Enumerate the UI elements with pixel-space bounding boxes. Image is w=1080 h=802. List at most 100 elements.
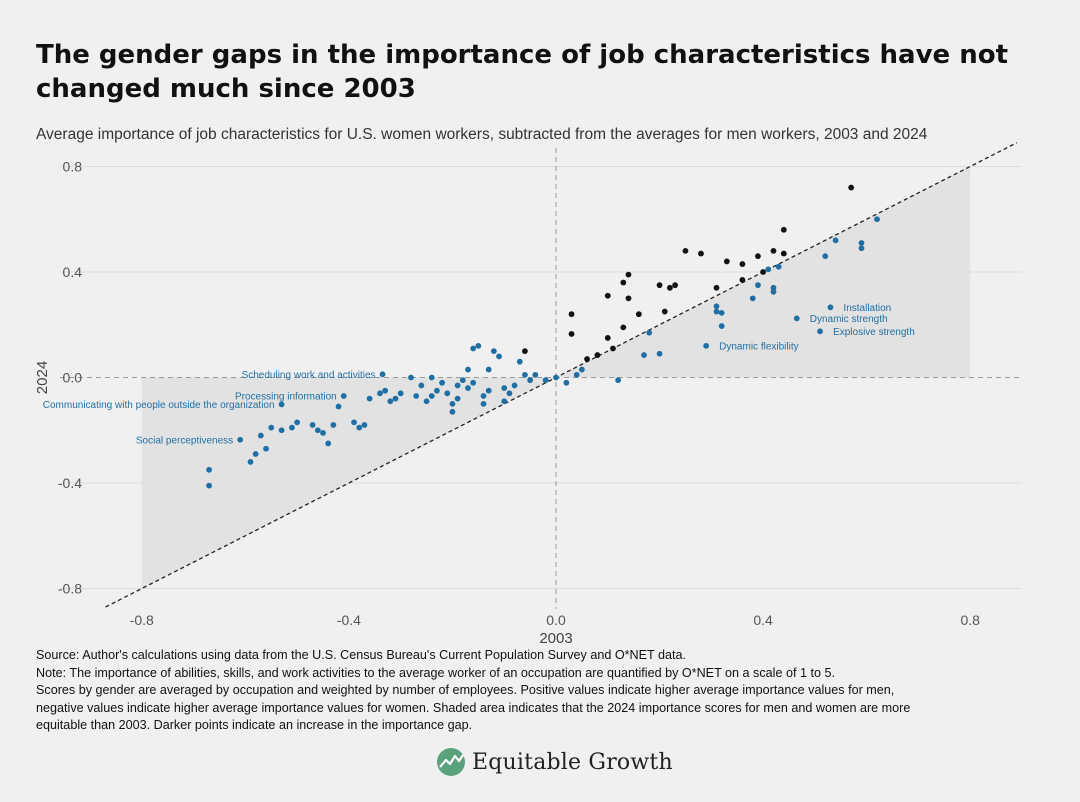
- equitable-growth-logo-icon: [437, 748, 465, 776]
- blue-point: [252, 451, 259, 457]
- annotation-label: Scheduling work and activities: [242, 370, 376, 381]
- blue-point: [309, 422, 316, 428]
- blue-point: [206, 482, 212, 489]
- y-tick-label: 0.8: [63, 158, 83, 174]
- blue-point: [501, 385, 508, 391]
- blue-point: [366, 395, 373, 402]
- blue-point: [278, 427, 285, 434]
- blue-point: [247, 459, 254, 465]
- y-tick-label: 0.4: [63, 264, 83, 280]
- blue-point: [423, 398, 430, 405]
- blue-point: [459, 377, 466, 384]
- chart-subtitle: Average importance of job characteristic…: [36, 126, 928, 143]
- brand-name: Equitable Growth: [472, 749, 673, 775]
- blue-point: [397, 390, 404, 397]
- dark-point: [698, 250, 704, 257]
- blue-point: [516, 358, 523, 365]
- dark-point: [568, 331, 575, 337]
- blue-point: [822, 253, 829, 260]
- blue-point: [775, 263, 782, 270]
- blue-point: [858, 240, 865, 246]
- blue-point: [817, 328, 823, 335]
- blue-point: [465, 385, 471, 391]
- annotation-label: Dynamic flexibility: [719, 341, 798, 352]
- axis-ticks: -0.8 -0.4 0.0 0.4 0.8 -0.8 -0.4 0.0 0.4 0.8: [58, 158, 980, 628]
- dark-point: [625, 295, 632, 302]
- blue-point: [314, 427, 321, 434]
- blue-point: [289, 424, 295, 431]
- dark-point: [604, 292, 611, 299]
- x-tick-label: 0.8: [960, 612, 980, 628]
- dark-point: [760, 269, 767, 275]
- blue-point: [770, 288, 777, 295]
- note-line-1: Note: The importance of abilities, skill…: [36, 665, 835, 680]
- blue-point: [470, 379, 477, 386]
- blue-point: [832, 237, 839, 244]
- chart-title: The gender gaps in the importance of job…: [36, 40, 1009, 104]
- blue-point: [485, 366, 492, 373]
- blue-point: [351, 419, 357, 426]
- dark-point: [770, 247, 777, 254]
- blue-point: [382, 387, 389, 394]
- dark-point: [584, 356, 590, 362]
- annotation-label: Social perceptiveness: [136, 435, 233, 446]
- blue-point: [563, 379, 570, 386]
- dark-point: [656, 282, 663, 289]
- y-tick-label: -0.8: [58, 581, 82, 597]
- dark-point: [682, 247, 689, 254]
- blue-point: [206, 466, 212, 473]
- blue-point: [294, 419, 301, 426]
- blue-point: [408, 374, 414, 381]
- dark-point: [661, 308, 668, 315]
- dark-point: [568, 311, 575, 318]
- blue-point: [858, 245, 865, 252]
- blue-point: [553, 374, 559, 381]
- blue-point: [278, 401, 285, 408]
- dark-point: [604, 335, 611, 341]
- blue-point: [356, 424, 363, 431]
- annotation-label: Processing information: [235, 391, 337, 402]
- blue-point: [501, 398, 508, 405]
- footnotes: Source: Author's calculations using data…: [36, 647, 1046, 735]
- blue-point: [511, 382, 518, 389]
- dark-point: [739, 261, 746, 267]
- blue-point: [490, 348, 497, 355]
- dark-point: [755, 253, 761, 260]
- source-note: Source: Author's calculations using data…: [36, 648, 687, 662]
- dark-point: [635, 311, 642, 318]
- blue-point: [749, 295, 756, 302]
- blue-point: [713, 308, 720, 315]
- blue-point: [377, 390, 383, 397]
- blue-point: [485, 387, 492, 394]
- dark-point: [522, 348, 528, 355]
- blue-point: [646, 329, 653, 336]
- note-line-3: negative values indicate higher average …: [36, 700, 911, 715]
- data-points: [206, 184, 880, 489]
- blue-point: [475, 342, 482, 349]
- blue-point: [765, 266, 772, 273]
- blue-point: [237, 436, 244, 443]
- blue-point: [480, 393, 487, 399]
- dark-point: [848, 184, 855, 191]
- y-axis-label: 2024: [34, 361, 51, 394]
- blue-point: [449, 408, 456, 415]
- blue-point: [496, 353, 502, 360]
- dark-point: [780, 250, 787, 257]
- blue-point: [578, 366, 585, 373]
- blue-point: [718, 323, 725, 329]
- blue-point: [615, 377, 622, 384]
- x-tick-label: -0.8: [130, 612, 154, 628]
- brand-logo: Equitable Growth: [436, 744, 673, 780]
- blue-point: [392, 395, 399, 402]
- blue-point: [361, 422, 368, 428]
- dark-point: [780, 226, 787, 233]
- blue-point: [703, 342, 710, 349]
- identity-diagonal-line: [105, 142, 1018, 608]
- blue-point: [268, 424, 275, 431]
- blue-point: [257, 432, 264, 439]
- blue-point: [827, 304, 834, 311]
- blue-point: [470, 345, 477, 352]
- blue-point: [656, 350, 663, 357]
- blue-point: [428, 374, 435, 381]
